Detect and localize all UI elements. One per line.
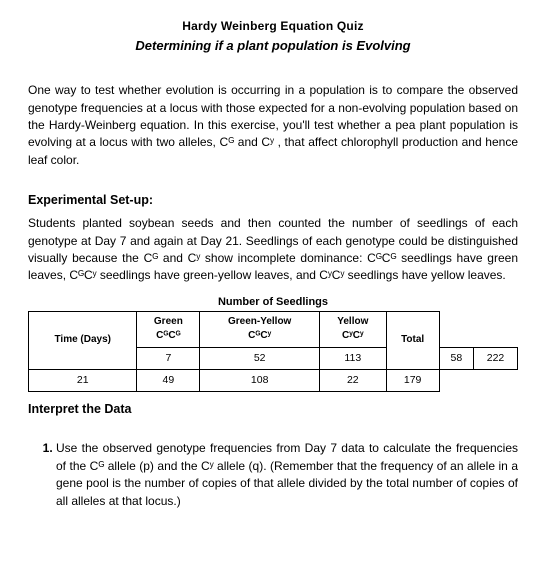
question-text: Use the observed genotype frequencies fr… xyxy=(56,441,518,507)
cell-green: 52 xyxy=(200,347,320,369)
col-green-geno: CᴳCᴳ xyxy=(141,329,195,344)
question-list: Use the observed genotype frequencies fr… xyxy=(28,440,518,510)
col-yellow: Yellow CʸCʸ xyxy=(320,311,386,347)
seedlings-table: Time (Days) Green CᴳCᴳ Green-Yellow CᴳCʸ… xyxy=(28,311,518,392)
table-title: Number of Seedlings xyxy=(28,295,518,311)
cell-yellow: 58 xyxy=(439,347,473,369)
cell-time: 7 xyxy=(137,347,200,369)
setup-paragraph: Students planted soybean seeds and then … xyxy=(28,215,518,285)
setup-heading: Experimental Set-up: xyxy=(28,191,518,209)
truncated-title: Hardy Weinberg Equation Quiz xyxy=(28,18,518,35)
cell-green: 49 xyxy=(137,370,200,392)
intro-paragraph: One way to test whether evolution is occ… xyxy=(28,82,518,169)
col-gy-geno: CᴳCʸ xyxy=(204,329,315,344)
col-green-label: Green xyxy=(141,315,195,330)
col-green: Green CᴳCᴳ xyxy=(137,311,200,347)
interpret-heading: Interpret the Data xyxy=(28,400,518,418)
col-yellow-label: Yellow xyxy=(324,315,381,330)
cell-time: 21 xyxy=(29,370,137,392)
cell-total: 179 xyxy=(386,370,439,392)
col-total: Total xyxy=(386,311,439,369)
cell-yellow: 22 xyxy=(320,370,386,392)
col-time: Time (Days) xyxy=(29,311,137,369)
page-subtitle: Determining if a plant population is Evo… xyxy=(28,37,518,56)
col-yellow-geno: CʸCʸ xyxy=(324,329,381,344)
col-gy-label: Green-Yellow xyxy=(204,315,315,330)
cell-total: 222 xyxy=(474,347,518,369)
col-green-yellow: Green-Yellow CᴳCʸ xyxy=(200,311,320,347)
cell-gy: 113 xyxy=(320,347,386,369)
question-item: Use the observed genotype frequencies fr… xyxy=(56,440,518,510)
cell-gy: 108 xyxy=(200,370,320,392)
table-row: 21 49 108 22 179 xyxy=(29,370,518,392)
